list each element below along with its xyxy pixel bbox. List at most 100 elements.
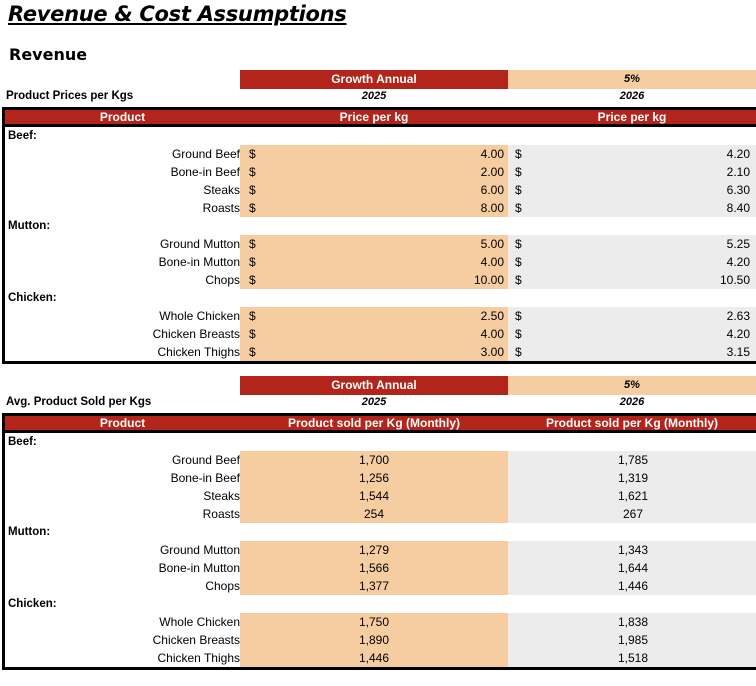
header-product: Product bbox=[99, 416, 146, 430]
table-row: Bone-in Mutton $4.00 $4.20 bbox=[5, 253, 756, 271]
currency-symbol: $ bbox=[515, 165, 522, 179]
product-name: Bone-in Mutton bbox=[158, 255, 240, 269]
year-2026: 2026 bbox=[619, 90, 645, 102]
value-2025: 4.00 bbox=[480, 255, 504, 269]
table-name: Product Prices per Kgs bbox=[6, 90, 134, 102]
currency-symbol: $ bbox=[515, 273, 522, 287]
value-2026-cell[interactable]: $6.30 bbox=[508, 181, 756, 199]
value-2025-cell[interactable]: $5.00 bbox=[240, 235, 508, 253]
value-2026-cell[interactable]: $5.25 bbox=[508, 235, 756, 253]
currency-symbol: $ bbox=[249, 165, 256, 179]
category-label: Chicken: bbox=[8, 598, 57, 610]
value-2025-cell[interactable]: $4.00 bbox=[240, 253, 508, 271]
value-2026-cell[interactable]: 267 bbox=[508, 505, 756, 523]
value-2025-cell[interactable]: $2.50 bbox=[240, 307, 508, 325]
value-2026-cell[interactable]: 1,518 bbox=[508, 649, 756, 667]
product-name: Ground Beef bbox=[171, 453, 240, 467]
table-row: Whole Chicken $2.50 $2.63 bbox=[5, 307, 756, 325]
value-2026-cell[interactable]: 1,621 bbox=[508, 487, 756, 505]
value-2025-cell[interactable]: 1,700 bbox=[240, 451, 508, 469]
value-2025-cell[interactable]: 1,279 bbox=[240, 541, 508, 559]
value-2025-cell[interactable]: $4.00 bbox=[240, 145, 508, 163]
growth-value-cell[interactable]: 5% bbox=[508, 376, 756, 395]
currency-symbol: $ bbox=[515, 345, 522, 359]
value-2026-cell[interactable]: $4.20 bbox=[508, 253, 756, 271]
value-2025-cell[interactable]: $3.00 bbox=[240, 343, 508, 361]
value-2026-cell[interactable]: 1,838 bbox=[508, 613, 756, 631]
year-2026: 2026 bbox=[619, 396, 645, 408]
table-row: Chicken Breasts $4.00 $4.20 bbox=[5, 325, 756, 343]
value-2026-cell[interactable]: $3.15 bbox=[508, 343, 756, 361]
growth-rate-row: Growth Annual 5% bbox=[240, 70, 756, 89]
value-2025: 8.00 bbox=[480, 201, 504, 215]
value-2025: 2.50 bbox=[480, 309, 504, 323]
growth-rate-row: Growth Annual 5% bbox=[240, 376, 756, 395]
product-name: Chops bbox=[205, 579, 240, 593]
value-2026: 1,319 bbox=[617, 471, 649, 485]
product-name: Whole Chicken bbox=[159, 309, 240, 323]
product-name: Whole Chicken bbox=[159, 615, 240, 629]
value-2026: 267 bbox=[622, 507, 644, 521]
product-name: Steaks bbox=[203, 183, 240, 197]
category-row: Chicken: bbox=[5, 289, 756, 307]
value-2025-cell[interactable]: 1,890 bbox=[240, 631, 508, 649]
category-row: Mutton: bbox=[5, 217, 756, 235]
value-2026-cell[interactable]: $4.20 bbox=[508, 325, 756, 343]
growth-label: Growth Annual bbox=[240, 376, 508, 395]
section-title-revenue: Revenue bbox=[9, 45, 88, 64]
product-name: Chicken Breasts bbox=[152, 327, 240, 341]
product-name: Chicken Thighs bbox=[157, 651, 241, 665]
value-2026-cell[interactable]: 1,785 bbox=[508, 451, 756, 469]
value-2026: 1,446 bbox=[617, 579, 649, 593]
table-row: Steaks $6.00 $6.30 bbox=[5, 181, 756, 199]
value-2025-cell[interactable]: 1,446 bbox=[240, 649, 508, 667]
value-2025: 6.00 bbox=[480, 183, 504, 197]
value-2025-cell[interactable]: $2.00 bbox=[240, 163, 508, 181]
table-row: Bone-in Beef $2.00 $2.10 bbox=[5, 163, 756, 181]
growth-value-cell[interactable]: 5% bbox=[508, 70, 756, 89]
value-2026-cell[interactable]: 1,343 bbox=[508, 541, 756, 559]
value-2026-cell[interactable]: $2.10 bbox=[508, 163, 756, 181]
value-2025: 4.00 bbox=[480, 327, 504, 341]
table-row: Ground Mutton 1,279 1,343 bbox=[5, 541, 756, 559]
table-row: Chicken Breasts 1,890 1,985 bbox=[5, 631, 756, 649]
product-name: Bone-in Beef bbox=[170, 471, 240, 485]
value-2025-cell[interactable]: 254 bbox=[240, 505, 508, 523]
table-row: Steaks 1,544 1,621 bbox=[5, 487, 756, 505]
value-2026-cell[interactable]: $8.40 bbox=[508, 199, 756, 217]
value-2026-cell[interactable]: 1,319 bbox=[508, 469, 756, 487]
value-2025-cell[interactable]: $10.00 bbox=[240, 271, 508, 289]
value-2026-cell[interactable]: 1,446 bbox=[508, 577, 756, 595]
value-2026-cell[interactable]: $2.63 bbox=[508, 307, 756, 325]
value-2026-cell[interactable]: 1,644 bbox=[508, 559, 756, 577]
product-name: Ground Mutton bbox=[159, 237, 240, 251]
value-2025-cell[interactable]: 1,256 bbox=[240, 469, 508, 487]
value-2026: 1,985 bbox=[617, 633, 649, 647]
currency-symbol: $ bbox=[249, 183, 256, 197]
value-2025-cell[interactable]: $4.00 bbox=[240, 325, 508, 343]
value-2026: 1,518 bbox=[617, 651, 649, 665]
value-2025-cell[interactable]: $8.00 bbox=[240, 199, 508, 217]
currency-symbol: $ bbox=[515, 309, 522, 323]
header-sold-2026: Product sold per Kg (Monthly) bbox=[546, 416, 718, 430]
value-2025: 1,750 bbox=[358, 615, 390, 629]
value-2025: 1,566 bbox=[358, 561, 390, 575]
prices-table: Product Price per kg Price per kg Beef: G… bbox=[2, 107, 756, 364]
value-2025-cell[interactable]: 1,750 bbox=[240, 613, 508, 631]
currency-symbol: $ bbox=[515, 327, 522, 341]
value-2025-cell[interactable]: 1,566 bbox=[240, 559, 508, 577]
value-2025: 4.00 bbox=[480, 147, 504, 161]
growth-label: Growth Annual bbox=[240, 70, 508, 89]
years-row: Avg. Product Sold per Kgs 2025 2026 bbox=[0, 395, 756, 411]
year-2025: 2025 bbox=[361, 396, 387, 408]
currency-symbol: $ bbox=[515, 147, 522, 161]
currency-symbol: $ bbox=[249, 345, 256, 359]
value-2026-cell[interactable]: 1,985 bbox=[508, 631, 756, 649]
value-2026-cell[interactable]: $10.50 bbox=[508, 271, 756, 289]
value-2026-cell[interactable]: $4.20 bbox=[508, 145, 756, 163]
category-row: Mutton: bbox=[5, 523, 756, 541]
value-2025-cell[interactable]: 1,377 bbox=[240, 577, 508, 595]
currency-symbol: $ bbox=[249, 201, 256, 215]
value-2025-cell[interactable]: 1,544 bbox=[240, 487, 508, 505]
value-2025-cell[interactable]: $6.00 bbox=[240, 181, 508, 199]
